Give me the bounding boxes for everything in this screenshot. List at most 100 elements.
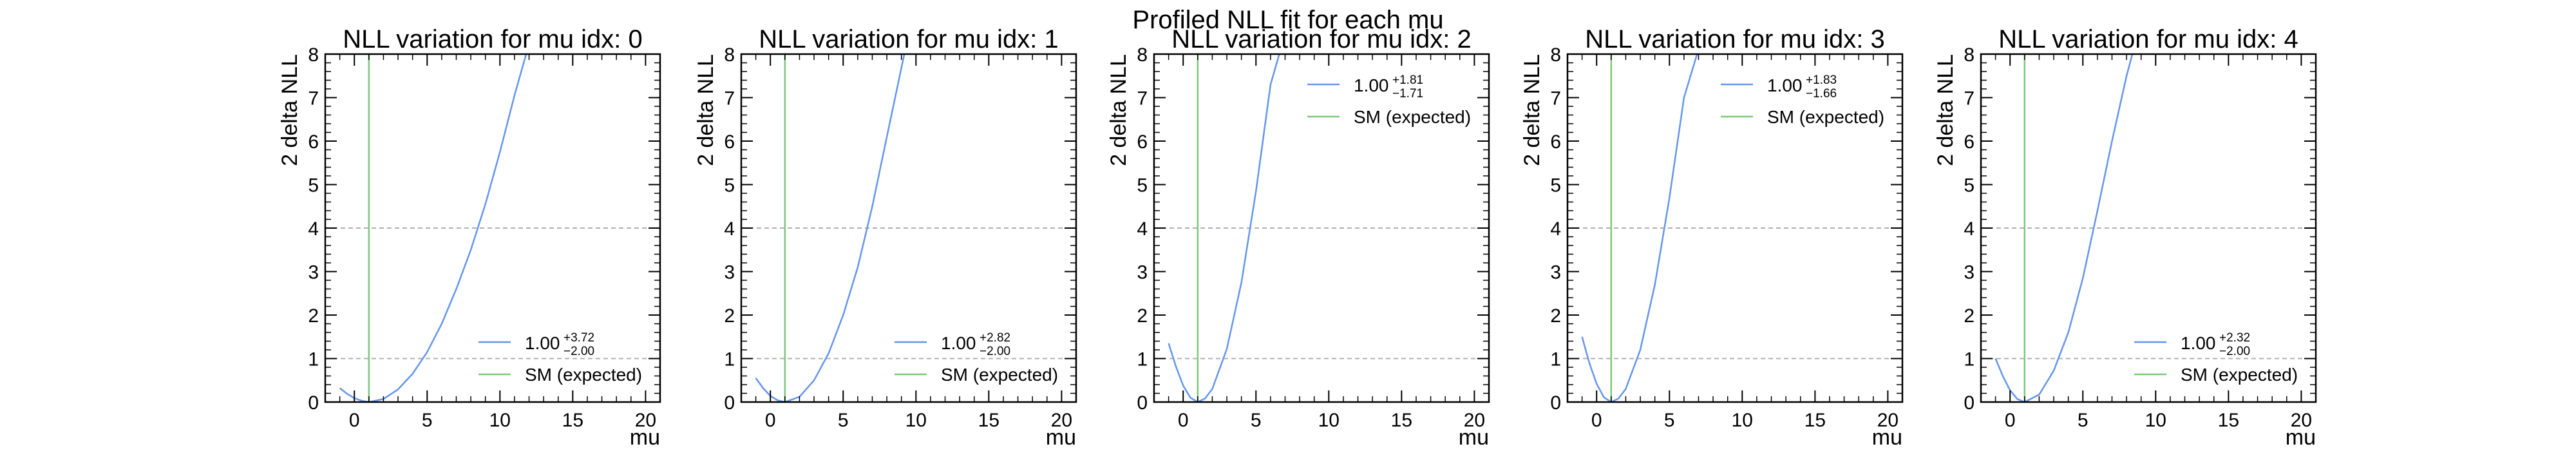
y-tick-label: 6 <box>1550 131 1561 153</box>
y-axis-label: 2 delta NLL <box>1106 54 1131 166</box>
x-tick-label: 15 <box>562 410 583 431</box>
y-tick-label: 8 <box>724 44 735 66</box>
y-axis-label: 2 delta NLL <box>694 54 718 166</box>
y-tick-label: 5 <box>1550 175 1561 197</box>
x-tick-label: 20 <box>1464 410 1485 431</box>
nll-curve <box>1994 54 2134 402</box>
x-axis-label: mu <box>1046 425 1076 450</box>
x-axis-label: mu <box>630 425 660 450</box>
y-tick-label: 1 <box>308 349 319 370</box>
y-tick-label: 0 <box>724 392 735 414</box>
legend-fit-up-error: +1.81 <box>1392 73 1423 87</box>
chart-panel-2: NLL variation for mu idx: 2 0 5 10 15 20 0 1 2 3 4… <box>1106 25 1490 450</box>
y-tick-label: 1 <box>1137 349 1148 370</box>
legend-fit-down-error: −2.00 <box>980 345 1010 358</box>
y-tick-label: 5 <box>1137 175 1148 197</box>
legend-fit-label: 1.00 <box>2181 333 2216 353</box>
x-tick-label: 0 <box>1591 410 1602 431</box>
nll-curve <box>1168 54 1280 402</box>
legend-sm-label: SM (expected) <box>525 365 642 385</box>
x-tick-label: 10 <box>489 410 511 431</box>
x-tick-label: 20 <box>1877 410 1899 431</box>
y-tick-label: 2 <box>724 305 735 327</box>
chart-title: NLL variation for mu idx: 2 <box>1171 25 1471 53</box>
legend-sm-label: SM (expected) <box>1767 107 1884 127</box>
chart-panel-4: NLL variation for mu idx: 4 0 5 10 15 20 0 1 2 3 4… <box>1933 25 2317 450</box>
legend-fit-down-error: −2.00 <box>2219 345 2250 358</box>
legend-fit-down-error: −2.00 <box>564 345 594 358</box>
x-tick-label: 15 <box>1804 410 1826 431</box>
y-tick-label: 1 <box>724 349 735 370</box>
y-tick-label: 5 <box>724 175 735 197</box>
y-tick-label: 7 <box>724 88 735 110</box>
legend-fit-label: 1.00 <box>525 333 560 353</box>
y-tick-label: 5 <box>308 175 319 197</box>
legend-sm-label: SM (expected) <box>941 365 1058 385</box>
legend-sm-label: SM (expected) <box>2181 365 2298 385</box>
legend-fit-label: 1.00 <box>1767 75 1803 95</box>
legend-fit-down-error: −1.66 <box>1806 87 1837 101</box>
x-axis-label: mu <box>2286 425 2316 450</box>
x-axis-label: mu <box>1459 425 1489 450</box>
x-tick-label: 5 <box>1664 410 1675 431</box>
x-tick-label: 20 <box>1051 410 1072 431</box>
x-tick-label: 20 <box>2291 410 2312 431</box>
y-tick-label: 7 <box>1137 88 1148 110</box>
legend-fit-up-error: +3.72 <box>564 331 594 345</box>
y-tick-label: 8 <box>1550 44 1561 66</box>
x-tick-label: 5 <box>422 410 433 431</box>
y-tick-label: 2 <box>308 305 319 327</box>
y-tick-label: 3 <box>1137 262 1148 283</box>
x-tick-label: 15 <box>978 410 999 431</box>
x-tick-label: 10 <box>2145 410 2166 431</box>
x-tick-label: 10 <box>1318 410 1340 431</box>
chart-panel-1: NLL variation for mu idx: 1 0 5 10 15 20 0 1 2 3 4… <box>694 25 1077 450</box>
y-tick-label: 0 <box>308 392 319 414</box>
y-tick-label: 4 <box>1550 218 1561 240</box>
chart-title: NLL variation for mu idx: 3 <box>1585 25 1884 53</box>
legend-fit-up-error: +2.32 <box>2219 331 2250 345</box>
y-tick-label: 6 <box>308 131 319 153</box>
y-tick-label: 2 <box>1137 305 1148 327</box>
y-tick-label: 4 <box>1137 218 1148 240</box>
y-tick-label: 4 <box>308 218 319 240</box>
x-tick-label: 15 <box>2218 410 2239 431</box>
y-tick-label: 6 <box>1137 131 1148 153</box>
y-tick-label: 8 <box>1964 44 1975 66</box>
chart-panel-3: NLL variation for mu idx: 3 0 5 10 15 20 0 1 2 3 4… <box>1520 25 1904 450</box>
y-axis-label: 2 delta NLL <box>278 54 302 166</box>
y-tick-label: 4 <box>724 218 735 240</box>
y-tick-label: 7 <box>1964 88 1975 110</box>
y-tick-label: 0 <box>1550 392 1561 414</box>
x-tick-label: 0 <box>349 410 360 431</box>
y-tick-label: 2 <box>1550 305 1561 327</box>
y-tick-label: 7 <box>308 88 319 110</box>
y-tick-label: 2 <box>1964 305 1975 327</box>
x-tick-label: 10 <box>1732 410 1753 431</box>
chart-title: NLL variation for mu idx: 1 <box>759 25 1058 53</box>
chart-title: NLL variation for mu idx: 0 <box>343 25 642 53</box>
y-tick-label: 6 <box>1964 131 1975 153</box>
x-tick-label: 5 <box>1251 410 1262 431</box>
y-tick-label: 1 <box>1964 349 1975 370</box>
nll-curve <box>339 54 527 402</box>
y-tick-label: 8 <box>308 44 319 66</box>
x-tick-label: 5 <box>2078 410 2088 431</box>
legend-sm-label: SM (expected) <box>1354 107 1471 127</box>
x-tick-label: 0 <box>765 410 776 431</box>
x-tick-label: 0 <box>1178 410 1189 431</box>
legend-fit-label: 1.00 <box>941 333 976 353</box>
nll-curve <box>1581 54 1698 402</box>
y-tick-label: 3 <box>1964 262 1975 283</box>
y-tick-label: 5 <box>1964 175 1975 197</box>
x-tick-label: 0 <box>2005 410 2016 431</box>
y-tick-label: 1 <box>1550 349 1561 370</box>
y-tick-label: 0 <box>1137 392 1148 414</box>
x-tick-label: 10 <box>905 410 927 431</box>
y-tick-label: 3 <box>308 262 319 283</box>
y-tick-label: 0 <box>1964 392 1975 414</box>
y-axis-label: 2 delta NLL <box>1520 54 1544 166</box>
x-tick-label: 15 <box>1391 410 1412 431</box>
y-tick-label: 8 <box>1137 44 1148 66</box>
